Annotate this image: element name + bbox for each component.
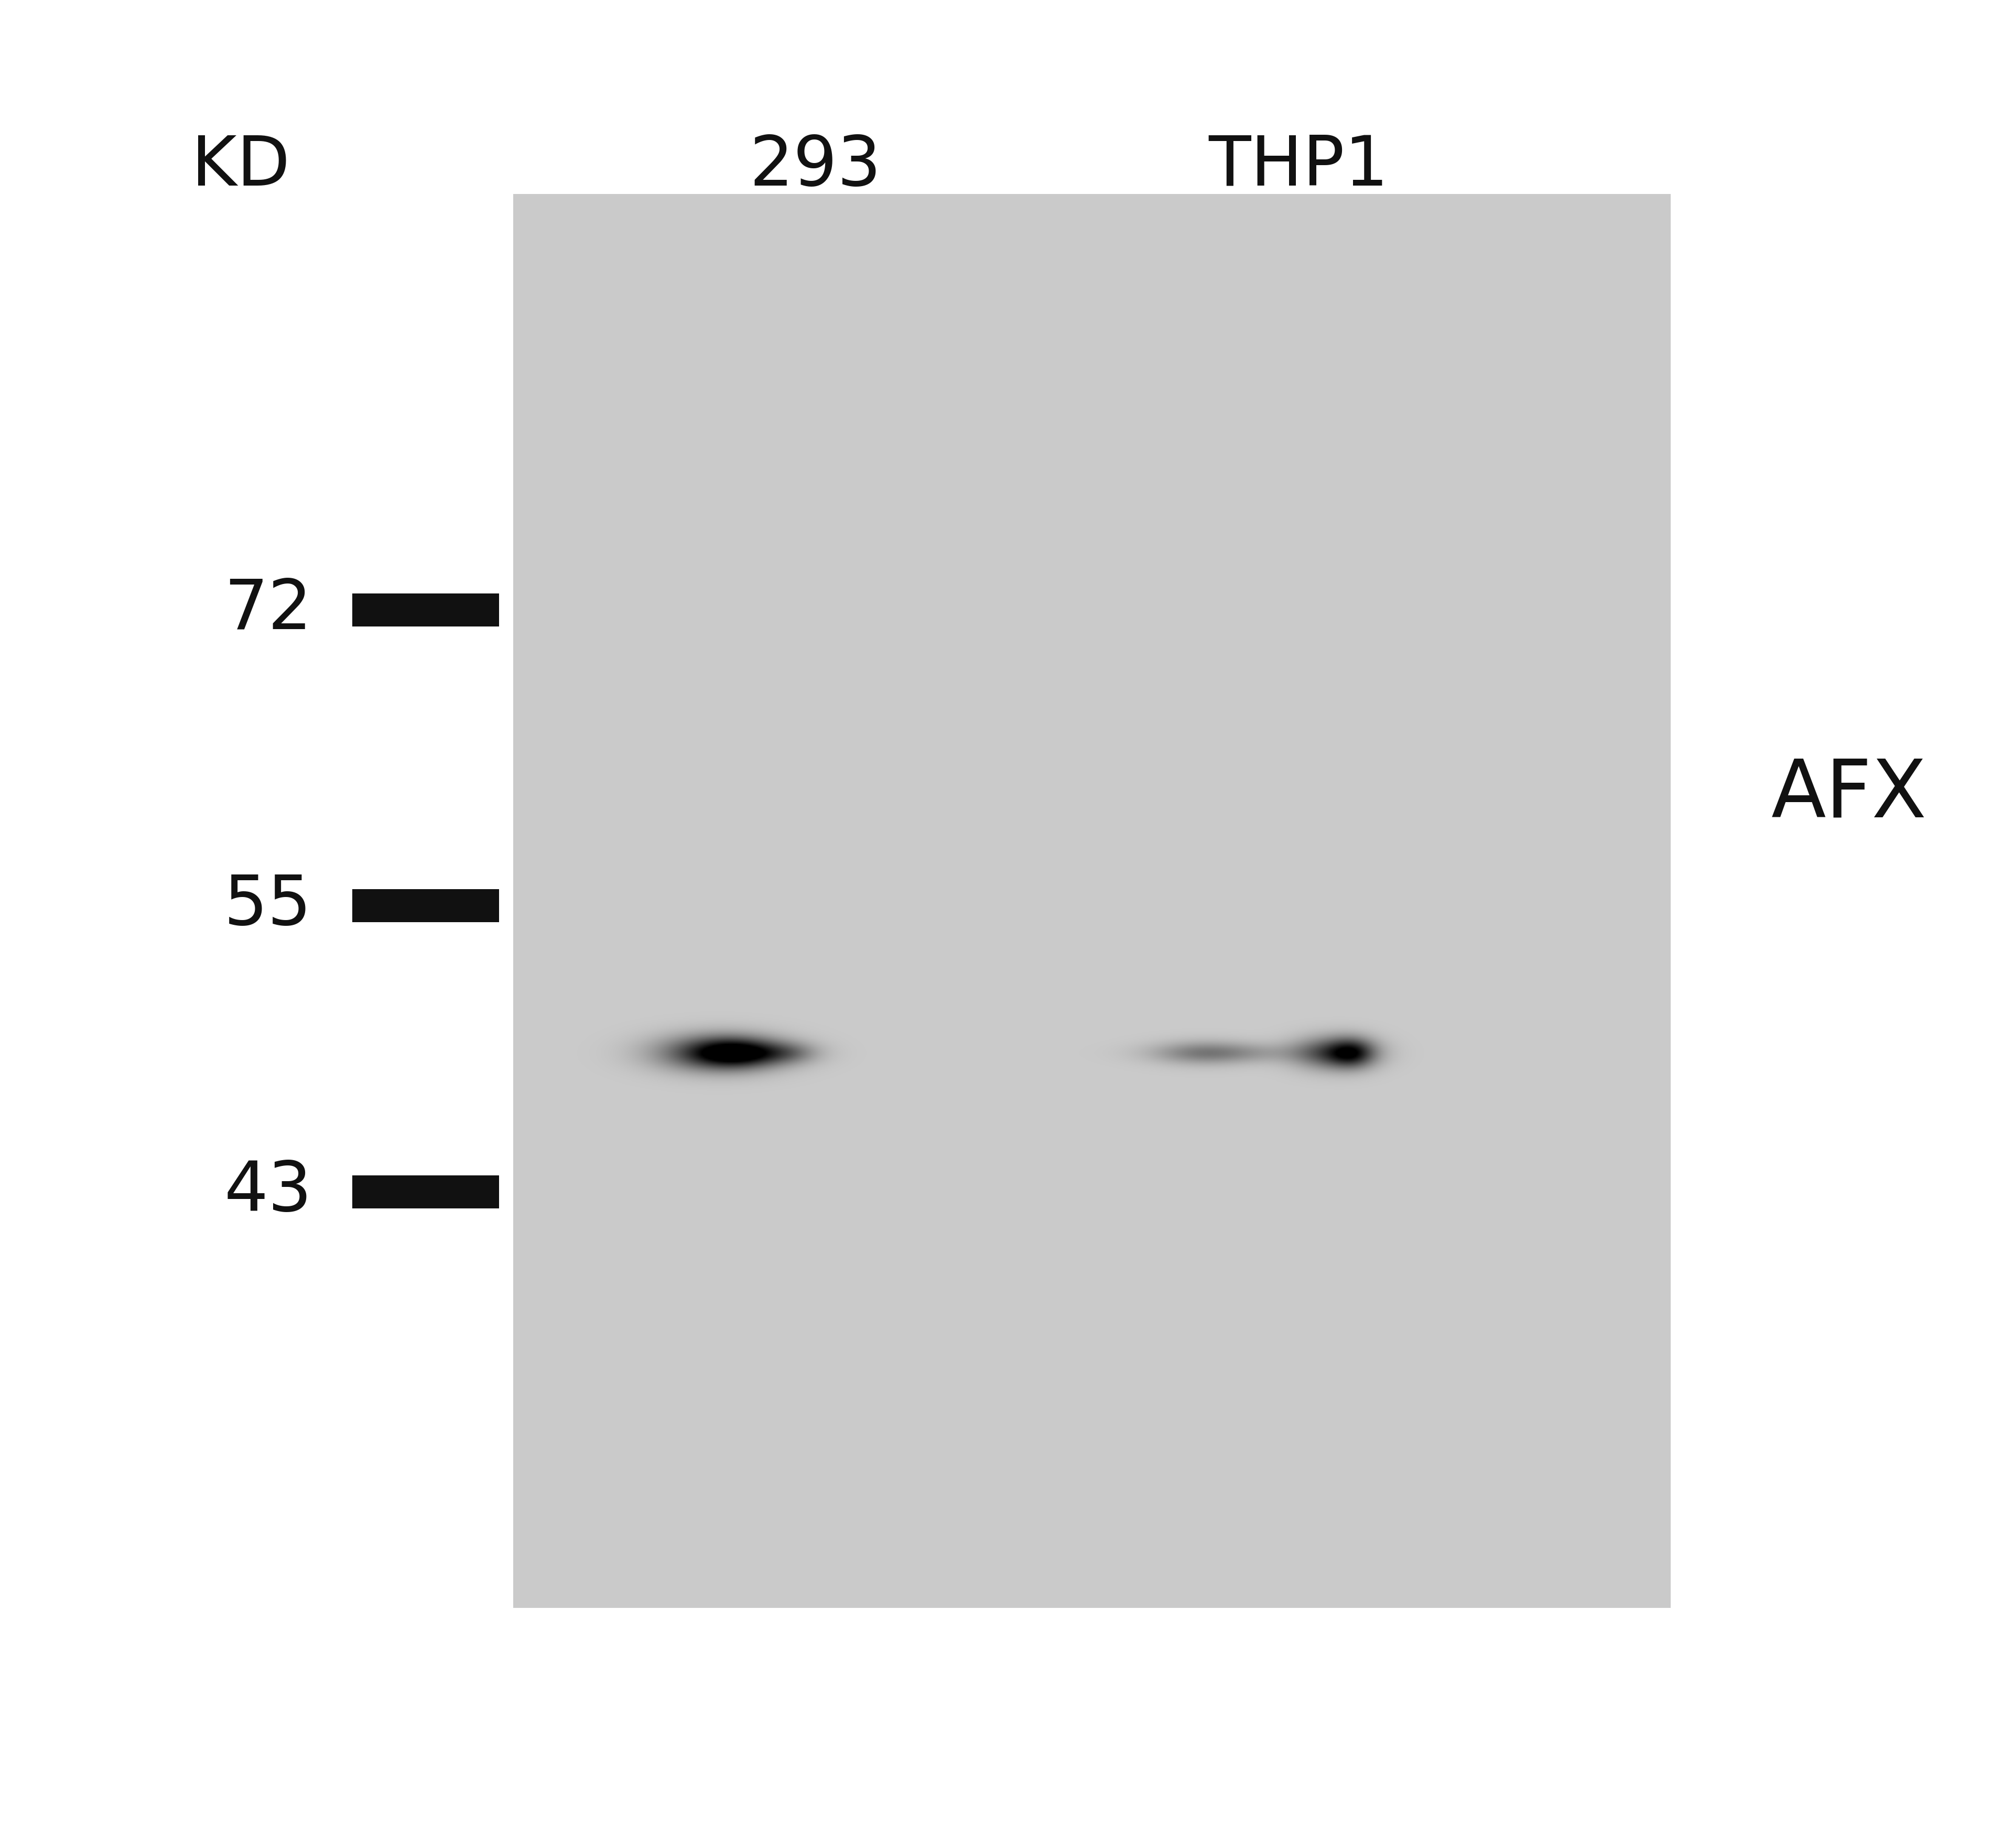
Bar bbox=[352, 593, 499, 626]
Text: AFX: AFX bbox=[1771, 756, 1926, 833]
Text: 293: 293 bbox=[749, 133, 882, 200]
Bar bbox=[352, 889, 499, 922]
Bar bbox=[352, 1175, 499, 1209]
Text: THP1: THP1 bbox=[1208, 133, 1389, 200]
Text: 72: 72 bbox=[223, 577, 312, 643]
Text: 55: 55 bbox=[223, 872, 312, 939]
Text: KD: KD bbox=[191, 133, 290, 200]
Text: 43: 43 bbox=[223, 1159, 312, 1225]
Bar bbox=[513, 194, 1671, 1608]
